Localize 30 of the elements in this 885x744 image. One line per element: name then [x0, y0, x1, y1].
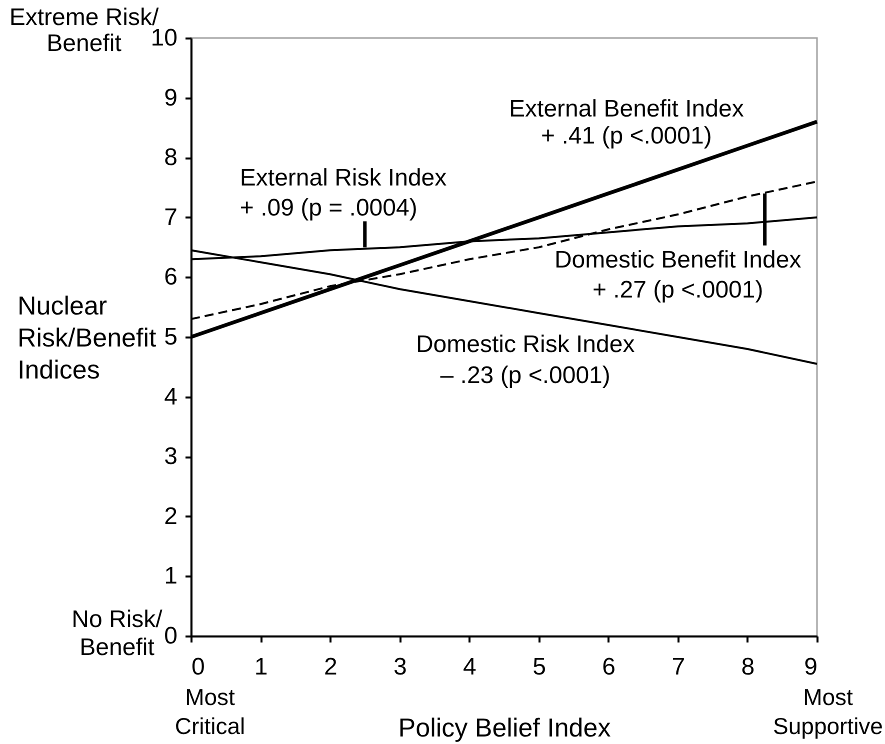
x-tick-label: 3	[393, 654, 407, 680]
x-tick-label: 5	[532, 654, 546, 680]
annotation: External Benefit Index + .41 (p <.0001)	[509, 96, 744, 150]
text: Most Supportive	[773, 684, 883, 739]
x-tick-label: 6	[602, 654, 616, 680]
x-tick-label: 9	[804, 654, 818, 680]
y-tick-label: 8	[164, 144, 178, 172]
x-tick-label: 1	[254, 654, 268, 680]
x-tick-label: 4	[463, 654, 476, 680]
y-tick-label: 0	[164, 622, 178, 650]
y-tick-label: 9	[164, 84, 178, 112]
y-tick-label: 10	[150, 24, 178, 52]
y-tick-label: 3	[164, 443, 178, 470]
y-axis-title: Nuclear Risk/Benefit Indices	[18, 290, 157, 384]
y-tick-label: 7	[164, 204, 178, 231]
annotation: External Risk Index + .09 (p = .0004)	[240, 164, 447, 222]
x-axis-title: Policy Belief Index	[398, 712, 611, 742]
y-tick-label: 5	[164, 324, 178, 350]
y-tick-label: 6	[164, 264, 178, 291]
annotation: Domestic Benefit Index + .27 (p <.0001)	[554, 246, 802, 304]
x-tick-label: 0	[192, 654, 205, 680]
y-tick-label: 2	[164, 502, 178, 530]
text: No Risk/ Benefit	[72, 606, 163, 661]
x-tick-label: 2	[324, 654, 338, 680]
y-tick-label: 1	[164, 562, 178, 590]
text: Most Critical	[174, 684, 246, 739]
annotation: Domestic Risk Index – .23 (p <.0001)	[416, 331, 635, 390]
y-tick-label: 4	[164, 383, 178, 410]
x-tick-label: 7	[672, 654, 686, 680]
x-tick-label: 8	[741, 654, 755, 680]
